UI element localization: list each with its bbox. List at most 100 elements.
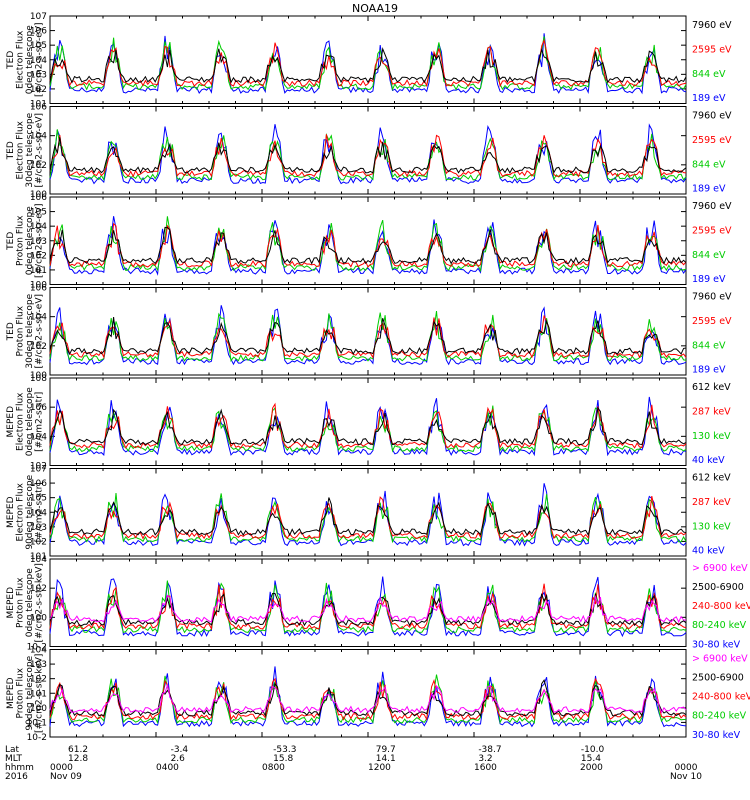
y-axis-label: 0deg telescope	[25, 568, 35, 638]
y-axis-label: MEPED	[6, 406, 16, 438]
y-tick-label: 103	[30, 70, 47, 80]
x-axis-labels: Lat 61.2 -3.4 -53.3 79.7 -38.7 -10.0 MLT 12.8 2.6…	[5, 745, 702, 782]
y-tick-label: 10-2	[27, 733, 47, 743]
legend-entry: 240-800 keV	[692, 692, 750, 703]
legend-entry: 30-80 keV	[692, 639, 741, 650]
x-row-label: Lat	[5, 745, 20, 755]
x-row-value: -3.4	[171, 745, 189, 755]
y-axis-label: Proton Flux	[16, 577, 26, 628]
y-tick-label: 10-1	[27, 718, 47, 728]
series-trace	[49, 594, 686, 624]
y-axis-label: Electron Flux	[16, 482, 26, 541]
y-tick-label: 106	[30, 103, 47, 113]
y-tick-label: 106	[30, 193, 47, 203]
x-row-value: -53.3	[273, 745, 296, 755]
legend-entry: 2595 eV	[692, 135, 732, 146]
panel-4: 100 102 104 106 TED Proton Flux 30deg telescop…	[6, 284, 732, 382]
series-trace	[49, 222, 687, 268]
y-axis-label: 90deg telescope	[25, 655, 35, 730]
y-axis-label: 0deg telescope	[25, 25, 35, 95]
y-tick-label: 101	[30, 689, 47, 699]
legend-entry: 7960 eV	[692, 111, 732, 122]
legend-entry: 2595 eV	[692, 225, 732, 236]
x-row-value: 2000	[580, 763, 603, 773]
x-row-value: 61.2	[68, 745, 88, 755]
legend-entry: 40 keV	[692, 455, 725, 466]
x-row-value: 0000	[675, 763, 698, 773]
series-trace	[49, 576, 687, 638]
y-tick-label: 106	[30, 27, 47, 37]
panel-frame	[49, 196, 687, 285]
y-axis-label: MEPED	[6, 587, 16, 619]
y-axis-label: [#/cm2-s-str-eV]	[35, 203, 45, 278]
y-tick-label: 102	[30, 537, 47, 547]
legend-entry: 844 eV	[692, 250, 726, 261]
legend-entry: 2595 eV	[692, 44, 732, 55]
x-row-value: 79.7	[376, 745, 396, 755]
y-tick-label: 100	[30, 190, 47, 200]
panel-6: 101 102 103 104 105 106 107 MEPED Electron Flux 9…	[6, 465, 731, 563]
series-trace	[49, 496, 687, 540]
y-axis-label: Electron Flux	[16, 120, 26, 179]
panel-3: 100 101 102 103 104 105 106 TED Proton Flux 0deg …	[6, 193, 732, 291]
y-axis-label: Proton Flux	[16, 667, 26, 718]
legend-entry: 40 keV	[692, 546, 725, 557]
legend-entry: 80-240 keV	[692, 711, 747, 722]
panel-frame	[49, 15, 687, 104]
chart-title: NOAA19	[352, 2, 398, 15]
y-axis-label: TED	[6, 51, 16, 70]
y-tick-label: 105	[30, 208, 47, 218]
y-tick-label: 105	[30, 41, 47, 51]
y-axis-label: [#/cm2-s-str-keV]	[35, 563, 45, 642]
series-trace	[49, 38, 687, 88]
panel-2: 100 102 104 106 TED Electron Flux 30deg telesc…	[6, 103, 732, 201]
series-trace	[49, 47, 687, 84]
y-tick-label: 105	[30, 494, 47, 504]
series-trace	[49, 666, 687, 728]
panel-frame	[49, 558, 687, 647]
y-tick-label: 104	[30, 432, 47, 442]
legend-entry: > 6900 keV	[692, 563, 748, 574]
y-tick-label: 103	[30, 237, 47, 247]
y-tick-label: 103	[30, 523, 47, 533]
panel-7: 10-2 100 102 104 MEPED Proton Flux 0deg telesc…	[6, 555, 750, 653]
y-tick-label: 102	[30, 342, 47, 352]
series-trace	[49, 137, 687, 174]
x-row-value: 0400	[156, 763, 179, 773]
series-trace	[49, 123, 687, 185]
y-axis-label: TED	[6, 322, 16, 341]
y-axis-label: Electron Flux	[16, 30, 26, 89]
y-tick-label: 106	[30, 479, 47, 489]
y-tick-label: 102	[30, 85, 47, 95]
y-axis-label: 30deg telescope	[25, 293, 35, 368]
y-tick-label: 102	[30, 251, 47, 261]
series-trace	[49, 226, 687, 265]
legend-entry: 189 eV	[692, 184, 726, 195]
legend-entry: 7960 eV	[692, 292, 732, 303]
x-row-value: 15.8	[273, 754, 293, 764]
y-tick-label: 106	[30, 403, 47, 413]
y-axis-label: [#/cm2-s-str-keV]	[35, 654, 45, 733]
y-tick-label: 104	[30, 222, 47, 232]
x-row-value: -38.7	[478, 745, 501, 755]
panel-frame	[49, 377, 687, 466]
x-row-value: 3.2	[478, 754, 492, 764]
legend-entry: 189 eV	[692, 365, 726, 376]
x-row-value: 15.4	[581, 754, 601, 764]
x-row-value: 12.8	[68, 754, 88, 764]
legend-entry: 189 eV	[692, 93, 726, 104]
series-trace	[49, 683, 687, 714]
panel-8: 10-2 10-1 100 101 102 103 104 MEPED Proton Flux 9…	[6, 646, 750, 744]
y-axis-label: Electron Flux	[16, 392, 26, 451]
legend-entry: 189 eV	[692, 274, 726, 285]
x-row-label: MLT	[5, 754, 23, 764]
y-tick-label: 101	[30, 100, 47, 110]
y-tick-label: 104	[30, 132, 47, 142]
y-tick-label: 104	[30, 508, 47, 518]
y-axis-label: [#/cm2-s-str-eV]	[35, 113, 45, 188]
legend-entry: 130 keV	[692, 521, 731, 532]
legend-entry: 7960 eV	[692, 201, 732, 212]
series-trace	[49, 493, 687, 544]
panel-frame	[49, 649, 687, 738]
